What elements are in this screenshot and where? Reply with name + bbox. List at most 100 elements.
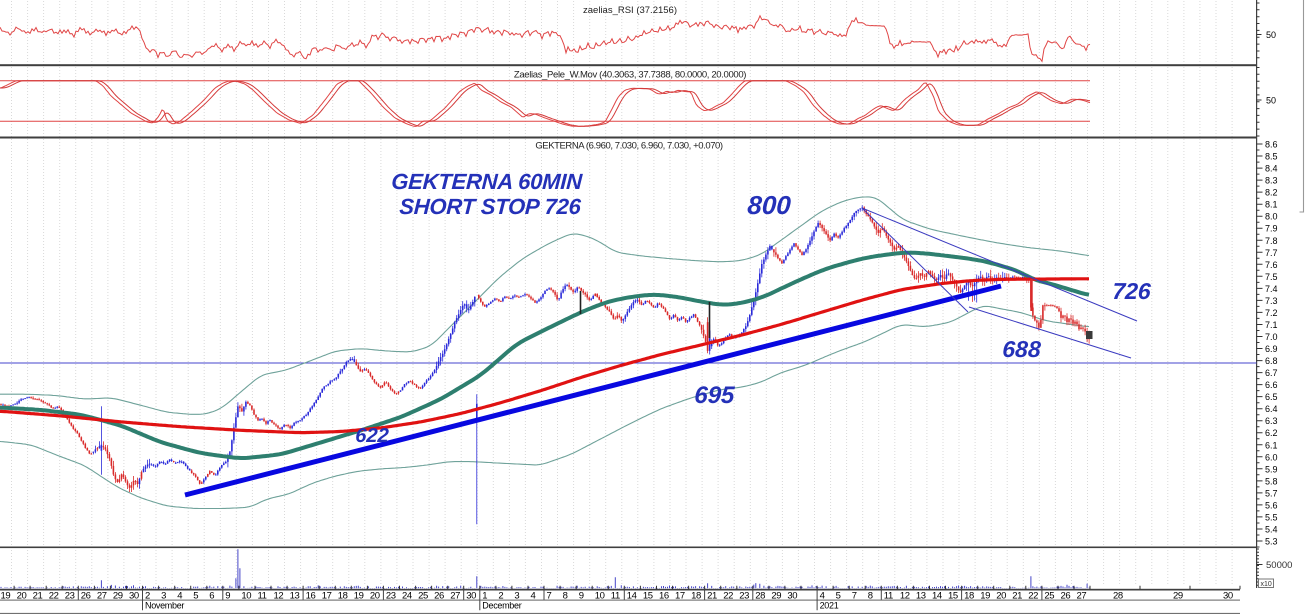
svg-text:30: 30	[787, 590, 797, 601]
svg-text:6: 6	[209, 590, 214, 601]
svg-text:25: 25	[418, 590, 428, 601]
svg-text:4: 4	[177, 590, 182, 601]
svg-text:19: 19	[1, 590, 11, 601]
svg-text:12: 12	[274, 590, 284, 601]
svg-text:20: 20	[996, 590, 1006, 601]
svg-text:21: 21	[707, 590, 717, 601]
svg-text:8.2: 8.2	[1265, 188, 1278, 198]
svg-text:5.8: 5.8	[1265, 476, 1278, 486]
svg-text:12: 12	[900, 590, 910, 601]
svg-text:Zaelias_Pele_W.Mov (40.3063, 3: Zaelias_Pele_W.Mov (40.3063, 37.7388, 80…	[514, 70, 746, 81]
svg-text:688: 688	[1002, 336, 1042, 362]
svg-text:17: 17	[675, 590, 685, 601]
svg-text:13: 13	[290, 590, 300, 601]
svg-text:30: 30	[1223, 590, 1233, 601]
svg-text:5: 5	[836, 590, 841, 601]
svg-text:8: 8	[868, 590, 873, 601]
svg-text:9: 9	[579, 590, 584, 601]
svg-text:10: 10	[241, 590, 251, 601]
svg-text:18: 18	[338, 590, 348, 601]
svg-text:6.9: 6.9	[1265, 344, 1278, 354]
svg-text:5.9: 5.9	[1265, 464, 1278, 474]
svg-text:10: 10	[595, 590, 605, 601]
svg-text:50: 50	[1266, 96, 1276, 106]
svg-text:5.6: 5.6	[1265, 500, 1278, 510]
svg-text:7.2: 7.2	[1265, 308, 1278, 318]
svg-text:6.5: 6.5	[1265, 392, 1278, 402]
svg-text:13: 13	[916, 590, 926, 601]
svg-text:8.3: 8.3	[1265, 176, 1278, 186]
svg-text:4: 4	[820, 590, 825, 601]
svg-text:7.1: 7.1	[1265, 320, 1278, 330]
svg-text:24: 24	[402, 590, 412, 601]
svg-text:6.4: 6.4	[1265, 404, 1278, 414]
svg-text:16: 16	[306, 590, 316, 601]
svg-text:622: 622	[355, 425, 390, 447]
svg-text:21: 21	[1012, 590, 1022, 601]
svg-text:8.0: 8.0	[1265, 212, 1278, 222]
svg-text:9: 9	[225, 590, 230, 601]
svg-text:3: 3	[514, 590, 519, 601]
svg-text:29: 29	[1173, 590, 1183, 601]
svg-text:GEKTERNA 60MIN: GEKTERNA 60MIN	[391, 169, 584, 194]
svg-text:20: 20	[370, 590, 380, 601]
svg-text:1: 1	[482, 590, 487, 601]
svg-text:7.7: 7.7	[1265, 248, 1278, 258]
svg-text:8.1: 8.1	[1265, 200, 1278, 210]
svg-text:22: 22	[1028, 590, 1038, 601]
svg-text:5.4: 5.4	[1265, 525, 1278, 535]
svg-text:800: 800	[747, 190, 792, 220]
svg-text:5.3: 5.3	[1265, 537, 1278, 547]
svg-text:2021: 2021	[820, 601, 839, 611]
svg-text:7.0: 7.0	[1265, 332, 1278, 342]
svg-text:695: 695	[694, 382, 736, 409]
svg-text:8.4: 8.4	[1265, 164, 1278, 174]
svg-text:23: 23	[386, 590, 396, 601]
svg-text:50000: 50000	[1266, 560, 1292, 571]
svg-text:11: 11	[884, 590, 893, 601]
svg-text:SHORT STOP 726: SHORT STOP 726	[399, 194, 583, 219]
svg-text:6.7: 6.7	[1265, 368, 1278, 378]
svg-text:14: 14	[627, 590, 637, 601]
svg-text:8: 8	[563, 590, 568, 601]
svg-text:30: 30	[129, 590, 139, 601]
svg-text:18: 18	[691, 590, 701, 601]
svg-text:15: 15	[643, 590, 653, 601]
svg-text:7.6: 7.6	[1265, 260, 1278, 270]
svg-text:7.8: 7.8	[1265, 236, 1278, 246]
svg-text:5.7: 5.7	[1265, 488, 1278, 498]
svg-text:6.8: 6.8	[1265, 356, 1278, 366]
svg-text:5: 5	[193, 590, 198, 601]
svg-text:November: November	[145, 601, 184, 611]
svg-text:GEKTERNA (6.960, 7.030, 6.960,: GEKTERNA (6.960, 7.030, 6.960, 7.030, +0…	[535, 141, 723, 152]
svg-text:2: 2	[145, 590, 150, 601]
svg-text:x10: x10	[1261, 581, 1272, 588]
svg-text:8.6: 8.6	[1265, 140, 1278, 150]
svg-text:30: 30	[466, 590, 476, 601]
svg-text:27: 27	[1077, 590, 1087, 601]
svg-text:8.5: 8.5	[1265, 152, 1278, 162]
svg-text:726: 726	[1112, 278, 1152, 304]
svg-text:27: 27	[97, 590, 107, 601]
svg-text:7: 7	[852, 590, 857, 601]
svg-text:21: 21	[33, 590, 43, 601]
svg-text:5.5: 5.5	[1265, 512, 1278, 522]
svg-text:7.3: 7.3	[1265, 296, 1278, 306]
svg-text:14: 14	[932, 590, 942, 601]
svg-text:15: 15	[948, 590, 958, 601]
svg-text:6.2: 6.2	[1265, 428, 1278, 438]
svg-text:6.1: 6.1	[1265, 440, 1278, 450]
svg-text:28: 28	[1113, 590, 1123, 601]
svg-text:18: 18	[964, 590, 974, 601]
svg-text:22: 22	[723, 590, 733, 601]
svg-text:20: 20	[17, 590, 27, 601]
svg-text:50: 50	[1266, 30, 1276, 40]
svg-text:23: 23	[739, 590, 749, 601]
svg-text:29: 29	[771, 590, 781, 601]
svg-text:zaelias_RSI (37.2156): zaelias_RSI (37.2156)	[583, 5, 677, 16]
svg-text:26: 26	[1061, 590, 1071, 601]
svg-text:11: 11	[258, 590, 267, 601]
svg-text:7.5: 7.5	[1265, 272, 1278, 282]
svg-text:22: 22	[49, 590, 59, 601]
svg-text:27: 27	[450, 590, 460, 601]
